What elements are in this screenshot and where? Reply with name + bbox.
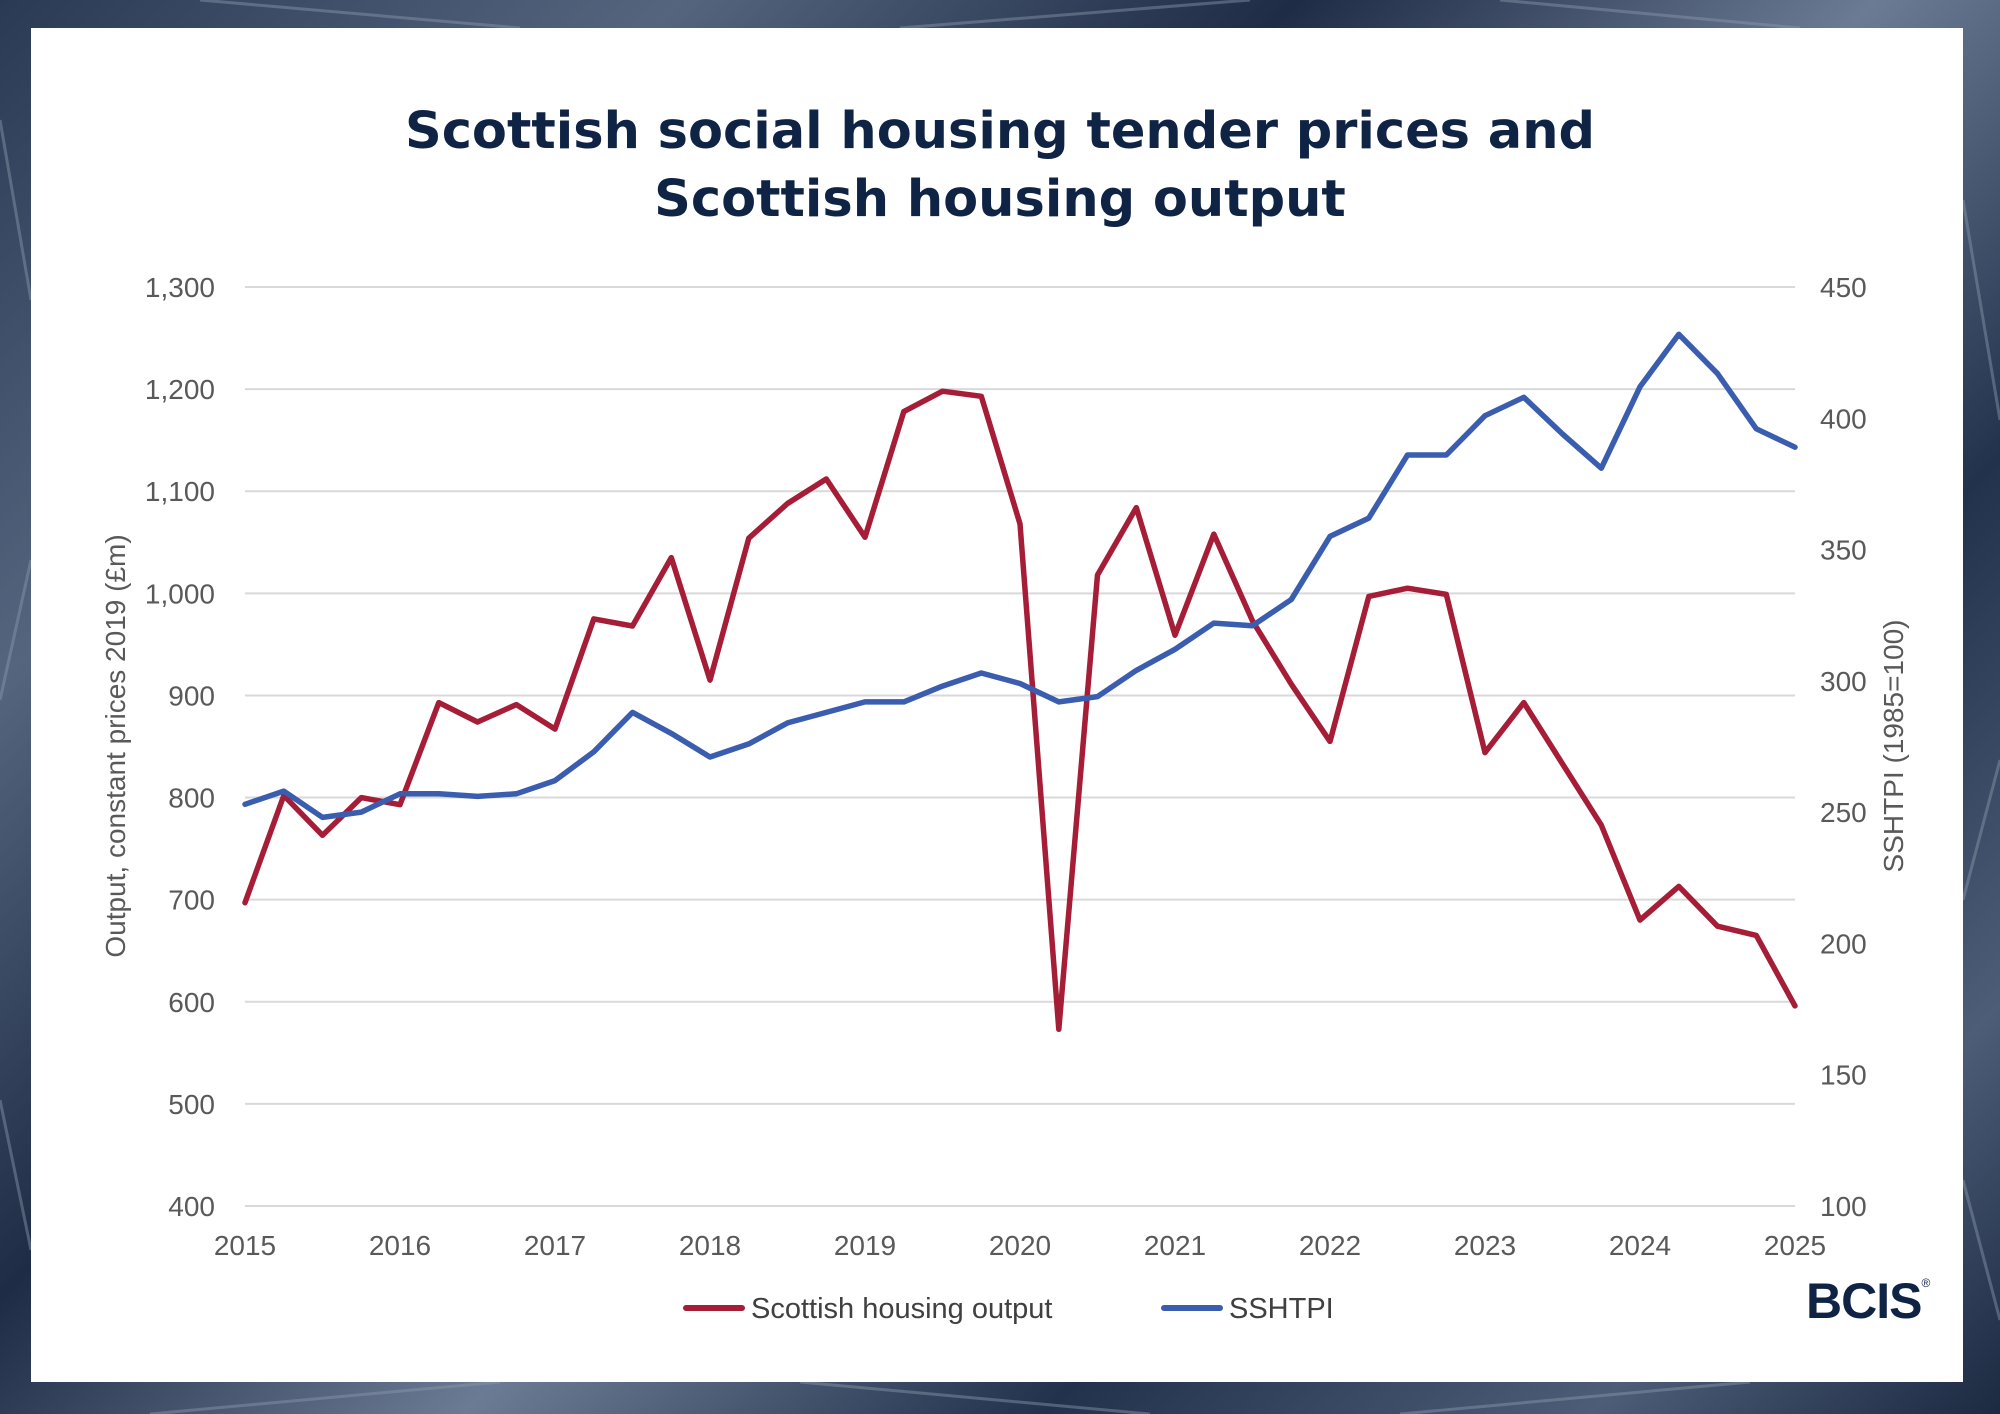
chart-card — [31, 28, 1963, 1382]
right-axis-ticks: 100 150 200 250 300 350 400 450 — [1820, 272, 1867, 1222]
legend-label-output: Scottish housing output — [751, 1293, 1052, 1325]
series-lines — [242, 331, 1798, 1033]
chart-title-line-2: Scottish housing output — [654, 170, 1346, 229]
x-tick-label: 2023 — [1454, 1230, 1516, 1261]
gridlines — [245, 286, 1795, 1207]
left-tick-label: 900 — [168, 680, 215, 711]
legend: Scottish housing output SSHTPI — [683, 1293, 1334, 1325]
right-tick-label: 200 — [1820, 928, 1867, 959]
right-tick-label: 250 — [1820, 797, 1867, 828]
left-axis-label: Output, constant prices 2019 (£m) — [100, 534, 131, 957]
bcis-logo: BCIS® — [1806, 1272, 1930, 1330]
x-tick-label: 2022 — [1299, 1230, 1361, 1261]
right-tick-label: 400 — [1820, 403, 1867, 434]
right-tick-label: 350 — [1820, 535, 1867, 566]
x-axis-ticks: 2015 2016 2017 2018 2019 2020 2021 2022 2023 2024… — [214, 1230, 1826, 1261]
right-axis-label: SSHTPI (1985=100) — [1878, 620, 1909, 873]
left-tick-label: 1,100 — [145, 476, 215, 507]
left-axis-ticks: 400 500 600 700 800 900 1,000 1,100 1,200 1,300 — [145, 272, 215, 1222]
x-tick-label: 2021 — [1144, 1230, 1206, 1261]
series-line-output — [242, 388, 1798, 1033]
x-tick-label: 2015 — [214, 1230, 276, 1261]
left-tick-label: 600 — [168, 987, 215, 1018]
logo-registered-mark: ® — [1921, 1276, 1930, 1290]
logo-text: BCIS — [1806, 1273, 1922, 1329]
left-tick-label: 400 — [168, 1191, 215, 1222]
series-line-sshtpi — [242, 331, 1798, 821]
x-tick-label: 2025 — [1764, 1230, 1826, 1261]
right-tick-label: 100 — [1820, 1191, 1867, 1222]
right-tick-label: 450 — [1820, 272, 1867, 303]
left-tick-label: 1,000 — [145, 578, 215, 609]
left-tick-label: 1,300 — [145, 272, 215, 303]
x-tick-label: 2017 — [524, 1230, 586, 1261]
left-tick-label: 700 — [168, 885, 215, 916]
x-tick-label: 2019 — [834, 1230, 896, 1261]
x-tick-label: 2018 — [679, 1230, 741, 1261]
legend-label-sshtpi: SSHTPI — [1229, 1293, 1334, 1325]
left-tick-label: 800 — [168, 783, 215, 814]
x-tick-label: 2024 — [1609, 1230, 1671, 1261]
right-tick-label: 150 — [1820, 1060, 1867, 1091]
left-tick-label: 1,200 — [145, 374, 215, 405]
chart-title-line-1: Scottish social housing tender prices an… — [404, 102, 1596, 161]
x-tick-label: 2016 — [369, 1230, 431, 1261]
left-tick-label: 500 — [168, 1089, 215, 1120]
right-tick-label: 300 — [1820, 666, 1867, 697]
chart-title: Scottish social housing tender prices an… — [0, 98, 2000, 234]
x-tick-label: 2020 — [989, 1230, 1051, 1261]
